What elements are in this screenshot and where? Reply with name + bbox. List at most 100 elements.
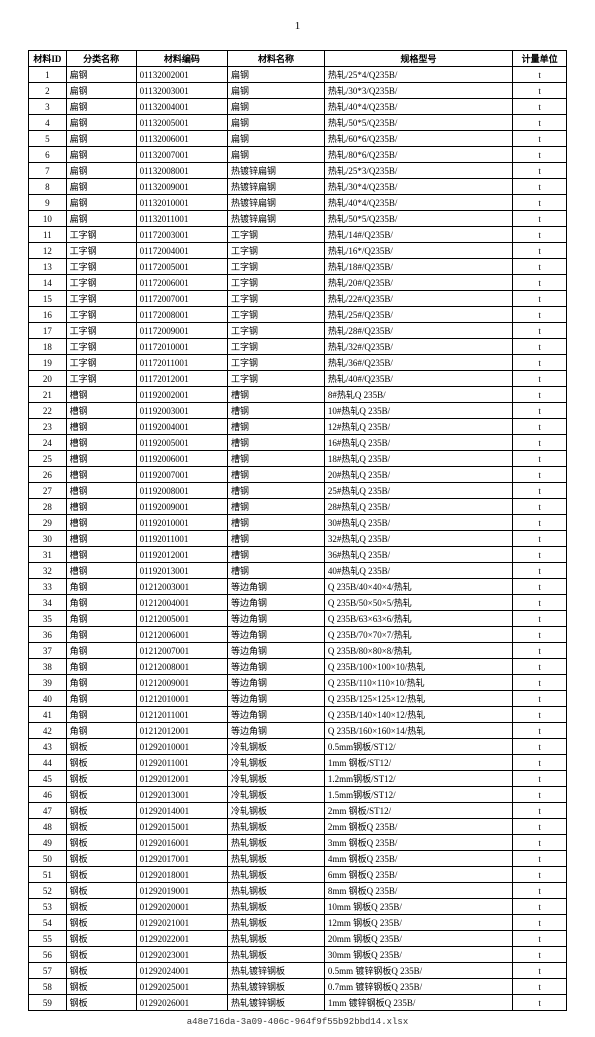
table-row: 57钢板01292024001热轧镀锌钢板0.5mm 镀锌钢板Q 235B/t — [29, 963, 567, 979]
cell-category: 槽钢 — [66, 547, 136, 563]
col-material-name: 材料名称 — [228, 51, 325, 67]
cell-id: 25 — [29, 451, 67, 467]
cell-spec: 6mm 钢板Q 235B/ — [324, 867, 512, 883]
cell-spec: 4mm 钢板Q 235B/ — [324, 851, 512, 867]
table-row: 25槽钢01192006001槽钢18#热轧Q 235B/t — [29, 451, 567, 467]
cell-name: 冷轧钢板 — [228, 787, 325, 803]
cell-category: 工字钢 — [66, 355, 136, 371]
cell-name: 等边角钢 — [228, 691, 325, 707]
cell-spec: 25#热轧Q 235B/ — [324, 483, 512, 499]
table-row: 21槽钢01192002001槽钢8#热轧Q 235B/t — [29, 387, 567, 403]
cell-unit: t — [513, 131, 567, 147]
cell-spec: 热轧/16*/Q235B/ — [324, 243, 512, 259]
table-row: 17工字钢01172009001工字钢热轧/28#/Q235B/t — [29, 323, 567, 339]
cell-code: 01172003001 — [136, 227, 227, 243]
cell-spec: 2mm 钢板/ST12/ — [324, 803, 512, 819]
cell-name: 冷轧钢板 — [228, 755, 325, 771]
cell-code: 01192003001 — [136, 403, 227, 419]
cell-unit: t — [513, 83, 567, 99]
cell-category: 槽钢 — [66, 515, 136, 531]
cell-category: 钢板 — [66, 995, 136, 1011]
cell-id: 58 — [29, 979, 67, 995]
table-row: 51钢板01292018001热轧钢板6mm 钢板Q 235B/t — [29, 867, 567, 883]
table-row: 9扁钢01132010001热镀锌扁钢热轧/40*4/Q235B/t — [29, 195, 567, 211]
cell-id: 5 — [29, 131, 67, 147]
cell-spec: 1mm 钢板/ST12/ — [324, 755, 512, 771]
cell-id: 15 — [29, 291, 67, 307]
cell-unit: t — [513, 195, 567, 211]
table-row: 11工字钢01172003001工字钢热轧/14#/Q235B/t — [29, 227, 567, 243]
table-row: 56钢板01292023001热轧钢板30mm 钢板Q 235B/t — [29, 947, 567, 963]
cell-unit: t — [513, 243, 567, 259]
table-row: 22槽钢01192003001槽钢10#热轧Q 235B/t — [29, 403, 567, 419]
cell-category: 角钢 — [66, 611, 136, 627]
cell-id: 7 — [29, 163, 67, 179]
cell-id: 35 — [29, 611, 67, 627]
cell-category: 工字钢 — [66, 371, 136, 387]
cell-id: 48 — [29, 819, 67, 835]
cell-unit: t — [513, 179, 567, 195]
cell-name: 热轧镀锌钢板 — [228, 963, 325, 979]
cell-unit: t — [513, 691, 567, 707]
cell-id: 23 — [29, 419, 67, 435]
cell-code: 01292021001 — [136, 915, 227, 931]
cell-spec: 30mm 钢板Q 235B/ — [324, 947, 512, 963]
table-row: 23槽钢01192004001槽钢12#热轧Q 235B/t — [29, 419, 567, 435]
cell-spec: 1.2mm钢板/ST12/ — [324, 771, 512, 787]
cell-unit: t — [513, 403, 567, 419]
cell-id: 18 — [29, 339, 67, 355]
cell-spec: 18#热轧Q 235B/ — [324, 451, 512, 467]
cell-spec: 10mm 钢板Q 235B/ — [324, 899, 512, 915]
cell-spec: 30#热轧Q 235B/ — [324, 515, 512, 531]
cell-spec: Q 235B/50×50×5/热轧 — [324, 595, 512, 611]
table-row: 54钢板01292021001热轧钢板12mm 钢板Q 235B/t — [29, 915, 567, 931]
cell-category: 钢板 — [66, 979, 136, 995]
table-row: 29槽钢01192010001槽钢30#热轧Q 235B/t — [29, 515, 567, 531]
cell-category: 角钢 — [66, 643, 136, 659]
cell-spec: 热轧/60*6/Q235B/ — [324, 131, 512, 147]
cell-name: 扁钢 — [228, 131, 325, 147]
cell-category: 工字钢 — [66, 259, 136, 275]
cell-name: 热轧镀锌钢板 — [228, 995, 325, 1011]
cell-spec: 热轧/30*3/Q235B/ — [324, 83, 512, 99]
cell-category: 扁钢 — [66, 67, 136, 83]
cell-unit: t — [513, 707, 567, 723]
col-material-code: 材料编码 — [136, 51, 227, 67]
cell-name: 槽钢 — [228, 499, 325, 515]
table-row: 28槽钢01192009001槽钢28#热轧Q 235B/t — [29, 499, 567, 515]
table-row: 24槽钢01192005001槽钢16#热轧Q 235B/t — [29, 435, 567, 451]
cell-code: 01132004001 — [136, 99, 227, 115]
cell-name: 热轧钢板 — [228, 947, 325, 963]
table-row: 58钢板01292025001热轧镀锌钢板0.7mm 镀锌钢板Q 235B/t — [29, 979, 567, 995]
col-unit: 计量单位 — [513, 51, 567, 67]
cell-name: 槽钢 — [228, 483, 325, 499]
cell-name: 工字钢 — [228, 339, 325, 355]
cell-spec: Q 235B/80×80×8/热轧 — [324, 643, 512, 659]
cell-code: 01292026001 — [136, 995, 227, 1011]
cell-unit: t — [513, 275, 567, 291]
cell-category: 角钢 — [66, 579, 136, 595]
cell-code: 01212003001 — [136, 579, 227, 595]
cell-id: 54 — [29, 915, 67, 931]
cell-unit: t — [513, 947, 567, 963]
table-row: 41角钢01212011001等边角钢Q 235B/140×140×12/热轧t — [29, 707, 567, 723]
cell-unit: t — [513, 499, 567, 515]
cell-name: 热轧镀锌钢板 — [228, 979, 325, 995]
table-row: 10扁钢01132011001热镀锌扁钢热轧/50*5/Q235B/t — [29, 211, 567, 227]
cell-category: 工字钢 — [66, 227, 136, 243]
cell-name: 工字钢 — [228, 307, 325, 323]
cell-name: 冷轧钢板 — [228, 803, 325, 819]
cell-id: 40 — [29, 691, 67, 707]
cell-category: 角钢 — [66, 595, 136, 611]
cell-name: 槽钢 — [228, 531, 325, 547]
cell-name: 工字钢 — [228, 259, 325, 275]
cell-category: 工字钢 — [66, 323, 136, 339]
cell-unit: t — [513, 147, 567, 163]
cell-unit: t — [513, 915, 567, 931]
cell-code: 01292010001 — [136, 739, 227, 755]
cell-code: 01292011001 — [136, 755, 227, 771]
cell-spec: 40#热轧Q 235B/ — [324, 563, 512, 579]
cell-id: 12 — [29, 243, 67, 259]
cell-code: 01172007001 — [136, 291, 227, 307]
page-number: 1 — [28, 20, 567, 32]
